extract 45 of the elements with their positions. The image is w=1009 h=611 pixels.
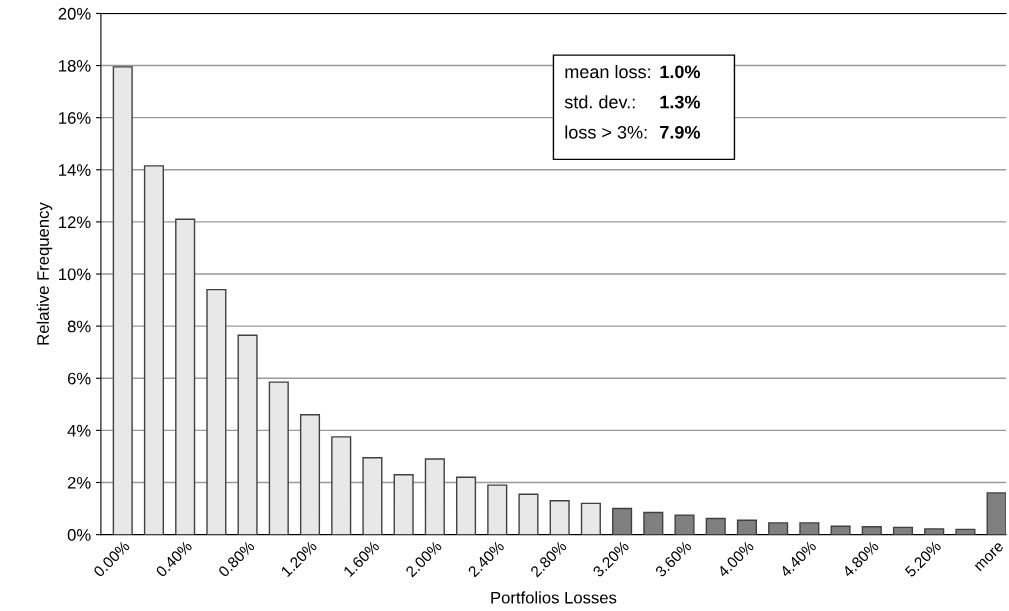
bar [549,500,570,535]
bar [206,288,227,535]
annotation: 1.3% [660,95,701,109]
bar [799,522,820,535]
bar [861,526,882,535]
x-axis-title: Portfolios Losses [491,591,617,604]
y-tick-label: 2% [67,476,91,489]
bar [705,517,726,535]
annotation: std. dev.: [564,95,635,109]
bar [455,476,477,535]
bar [924,528,945,535]
y-tick-label: 0% [67,529,91,541]
y-tick-label: 18% [59,59,91,72]
bar [487,484,508,535]
bar [643,511,664,535]
bar [143,165,165,535]
bar [518,493,539,535]
y-tick-label: 16% [59,112,91,124]
bar [112,66,133,535]
annotation: loss > 3%: [565,125,647,139]
bar [612,507,633,535]
bar [986,492,1006,535]
y-tick-label: 6% [67,372,91,385]
bar [580,502,601,535]
bar [674,514,695,535]
bar [268,381,289,535]
y-tick-label: 20% [58,7,91,20]
y-tick-label: 14% [59,164,91,176]
bar [768,522,789,535]
annotation: 1.0% [660,65,701,79]
bar [424,458,445,535]
bar [393,473,414,535]
annotation: 7.9% [660,125,701,139]
annotation: mean loss: [565,64,650,79]
bar [237,334,258,535]
bar [299,414,321,535]
y-tick-label: 12% [59,216,91,229]
y-axis-title: Relative Frequency [36,202,53,345]
y-tick-label: 10% [59,268,91,281]
bar [736,519,757,535]
bar [362,457,383,535]
y-tick-label: 8% [67,320,91,333]
bar [175,218,196,535]
bar [331,436,352,535]
y-tick-label: 4% [67,424,91,437]
